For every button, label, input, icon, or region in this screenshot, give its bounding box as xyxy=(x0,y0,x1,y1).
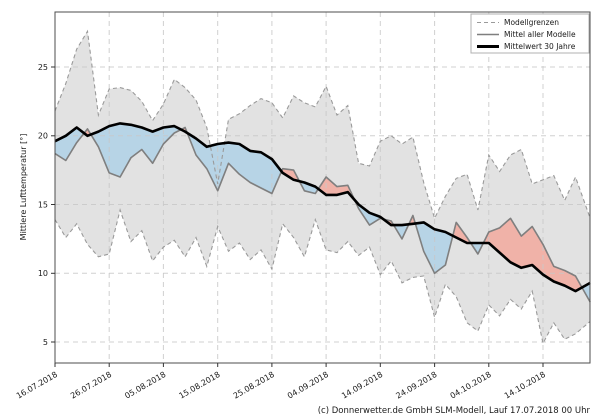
plot-border xyxy=(54,11,591,364)
x-tick-label: 25.08.2018 xyxy=(232,370,276,401)
legend: Modellgrenzen Mittel aller Modelle Mitte… xyxy=(470,13,590,54)
colder-than-normal-fill xyxy=(393,224,409,239)
legend-box xyxy=(470,13,590,54)
y-tick-label: 20 xyxy=(38,132,48,141)
y-tick-label: 10 xyxy=(38,269,48,278)
x-tick-label: 15.08.2018 xyxy=(178,370,222,401)
legend-label-mittelwert-30-jahre: Mittelwert 30 Jahre xyxy=(504,42,576,51)
x-tick-label: 14.09.2018 xyxy=(340,370,384,401)
upper-model-bound-line xyxy=(54,29,591,220)
model-mean-line xyxy=(54,126,591,303)
y-tick-label: 25 xyxy=(38,63,48,72)
colder-than-normal-fill xyxy=(415,222,453,274)
y-tick-label: 15 xyxy=(38,200,48,209)
y-tick-label: 5 xyxy=(43,338,48,347)
x-tick-label: 24.09.2018 xyxy=(394,370,438,401)
chart-caption: (c) Donnerwetter.de GmbH SLM-Modell, Lau… xyxy=(318,406,591,416)
chart-fill-layer xyxy=(55,31,591,344)
lower-model-bound-line xyxy=(54,208,591,346)
x-tick-label: 04.10.2018 xyxy=(449,370,493,401)
colder-than-normal-fill xyxy=(299,181,319,194)
x-tick-label: 05.08.2018 xyxy=(123,370,167,401)
x-tick-label: 14.10.2018 xyxy=(503,370,547,401)
x-tick-label: 04.09.2018 xyxy=(286,370,330,401)
legend-label-mittel-aller-modelle: Mittel aller Modelle xyxy=(504,30,576,39)
legend-label-modellgrenzen: Modellgrenzen xyxy=(504,18,559,27)
chart-grid-layer xyxy=(55,12,590,363)
warmer-than-normal-fill xyxy=(483,218,582,292)
colder-than-normal-fill xyxy=(470,243,484,254)
chart-line-layer xyxy=(54,29,591,346)
colder-than-normal-fill xyxy=(90,123,182,177)
x-tick-label: 26.07.2018 xyxy=(69,370,113,401)
x-tick-label: 16.07.2018 xyxy=(15,370,59,401)
y-axis-title: Mittlere Lufttemperatur [°] xyxy=(19,134,28,241)
climate-mean-30y-line xyxy=(54,122,591,293)
warmer-than-normal-fill xyxy=(281,168,300,182)
